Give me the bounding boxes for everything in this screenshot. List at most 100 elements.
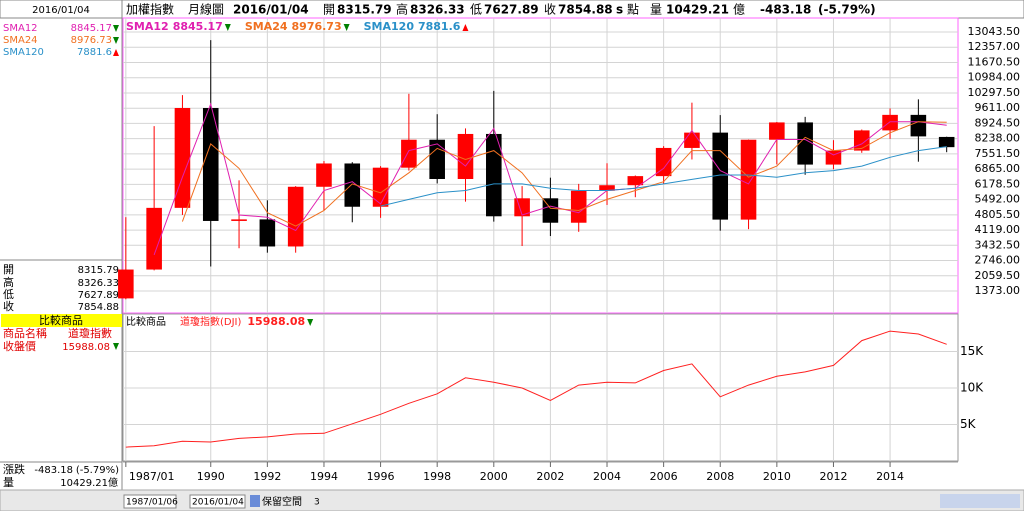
close-label: 收 [3, 299, 14, 313]
x-tick-label: 2002 [536, 470, 564, 483]
x-tick-label: 1998 [423, 470, 451, 483]
sma-line [181, 121, 947, 227]
y-tick-label: 8238.00 [975, 132, 1021, 145]
candle-body [853, 130, 870, 151]
up-arrow [462, 24, 469, 31]
candle-body [542, 198, 559, 223]
legend-name: SMA12 [126, 20, 169, 33]
x-tick-label: 1990 [197, 470, 225, 483]
candle-body [202, 107, 219, 221]
low-label: 低 [3, 288, 14, 301]
y-tick-label: 6865.00 [975, 162, 1021, 175]
side-date: 2016/01/04 [32, 5, 90, 16]
candle-body [401, 139, 417, 168]
name-value: 道瓊指數 [68, 326, 112, 340]
sma-line [153, 102, 947, 256]
x-tick-label: 2000 [480, 470, 508, 483]
x-tick-label: 2012 [819, 470, 847, 483]
name-label: 商品名稱 [3, 326, 47, 340]
chart-title: 比較商品 [126, 315, 166, 328]
close-price-label: 收盤價 [3, 339, 36, 353]
compare-header [1, 314, 122, 327]
low-value: 7627.89 [78, 290, 119, 301]
candle-body [740, 139, 757, 220]
y-tick-label: 2746.00 [975, 254, 1021, 267]
down-arrow [113, 37, 119, 44]
candle-body [457, 133, 474, 180]
volume-value: 10429.21 [60, 478, 108, 489]
legend-name: SMA24 [245, 20, 288, 33]
icon[interactable] [250, 495, 260, 507]
end-date-input[interactable] [189, 494, 246, 509]
toolbar-icons[interactable] [940, 494, 1020, 508]
x-tick-label: 2008 [706, 470, 734, 483]
high: 8326.33 [410, 3, 465, 17]
y-tick-label: 5492.00 [975, 193, 1021, 206]
high-label: 高 [396, 2, 408, 17]
candle-body [316, 163, 332, 187]
y-tick-label: 10297.50 [968, 86, 1021, 99]
x-tick-label: 2006 [650, 470, 678, 483]
start-date-input[interactable] [123, 494, 177, 509]
high-label: 高 [3, 275, 14, 289]
y-tick-label: 11670.50 [968, 55, 1021, 68]
candle-body [486, 133, 502, 217]
candle-body [655, 147, 672, 177]
candle-body [287, 186, 304, 247]
legend-name: 道瓊指數(DJI) [180, 315, 241, 328]
change: -483.18 [760, 3, 811, 17]
main-frame [122, 17, 959, 314]
change-pct: (-5.79%) [818, 3, 876, 17]
y-tick-label: 12357.00 [968, 40, 1021, 53]
up-arrow [113, 49, 119, 56]
down-arrow [224, 24, 231, 31]
candle-body [599, 185, 615, 191]
volume-label: 量 [3, 476, 14, 489]
volume: 10429.21 [666, 3, 729, 17]
change-value: -483.18 [34, 465, 73, 476]
open: 8315.79 [337, 3, 392, 17]
down-arrow [113, 343, 119, 350]
open-label: 開 [323, 3, 335, 17]
candle-body [344, 163, 361, 207]
close-suffix: s [616, 3, 623, 17]
date: 2016/01/04 [233, 3, 309, 17]
candle-body [259, 219, 276, 247]
candle-body [938, 136, 955, 148]
y-tick-label: 8924.50 [975, 116, 1021, 129]
candle-body [769, 122, 785, 140]
close-label: 收 [544, 3, 556, 17]
compare-title: 比較商品 [39, 313, 83, 327]
period: 月線圖 [188, 2, 224, 17]
candle-body [797, 122, 813, 165]
reserve-value: 3 [314, 498, 320, 508]
change-pct: (-5.79%) [76, 465, 119, 476]
y-tick-label: 4805.50 [975, 208, 1021, 221]
candle-body [627, 176, 644, 186]
volume-unit: 億 [108, 476, 118, 489]
x-tick-label: 1996 [367, 470, 395, 483]
y-tick-label: 2059.50 [975, 269, 1021, 282]
candle-body [231, 219, 247, 221]
x-tick-label: 1992 [253, 470, 281, 483]
side-legend-name: SMA120 [3, 47, 44, 58]
y-tick-label: 10K [960, 381, 984, 395]
y-tick-label: 4119.00 [975, 223, 1021, 236]
unit: 點 [627, 3, 639, 17]
change-label: 漲跌 [3, 462, 25, 476]
side-legend-value: 8845.17 [71, 23, 112, 34]
candle-body [882, 114, 898, 131]
end-date: 2016/01/04 [192, 498, 244, 508]
close-value: 7854.88 [78, 302, 119, 313]
start-date: 1987/01/06 [126, 498, 178, 508]
low-label: 低 [470, 3, 482, 17]
sma-line [380, 146, 947, 207]
x-tick-label: 1994 [310, 470, 338, 483]
legend-value: 8976.73 [292, 20, 342, 33]
candle-body [118, 269, 134, 299]
legend-value: 8845.17 [173, 20, 223, 33]
open-value: 8315.79 [78, 265, 119, 276]
down-arrow [343, 24, 350, 31]
close: 7854.88 [558, 3, 613, 17]
